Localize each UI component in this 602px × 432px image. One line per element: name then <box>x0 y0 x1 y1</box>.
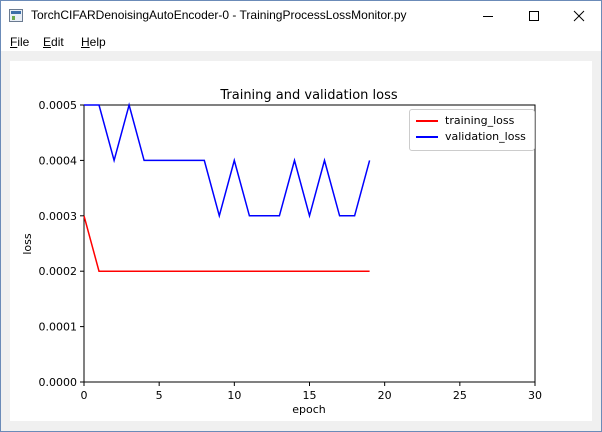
x-tick-label: 0 <box>81 389 88 402</box>
menu-bar: File Edit Help <box>1 31 601 52</box>
loss-chart: Training and validation loss 0 5 10 15 20 25 3… <box>21 88 542 416</box>
menu-edit[interactable]: Edit <box>43 35 64 49</box>
y-tick-label: 0.0005 <box>39 99 78 112</box>
y-tick-label: 0.0004 <box>39 154 78 167</box>
close-icon <box>573 10 585 22</box>
x-axis-label: epoch <box>292 403 326 416</box>
x-tick-label: 30 <box>528 389 542 402</box>
chart-legend: training_loss validation_loss <box>409 109 535 151</box>
y-tick-label: 0.0003 <box>39 210 78 223</box>
legend-item-validation-loss: validation_loss <box>410 129 534 145</box>
series-line-training-loss <box>83 215 370 272</box>
plot-canvas: Training and validation loss 0 5 10 15 20 25 3… <box>10 61 592 421</box>
y-ticks: 0.0000 0.0001 0.0002 0.0003 0.0004 0.0005 <box>39 99 84 389</box>
x-tick-label: 10 <box>227 389 241 402</box>
legend-swatch-training-loss <box>416 120 438 122</box>
close-button[interactable] <box>556 1 601 31</box>
minimize-button[interactable] <box>465 1 511 31</box>
x-tick-label: 25 <box>453 389 467 402</box>
menu-file[interactable]: File <box>10 35 29 49</box>
menu-file-accel: F <box>10 35 18 49</box>
menu-help-accel: H <box>81 35 90 49</box>
plot-frame <box>83 104 536 383</box>
menu-help-rest: elp <box>89 35 106 49</box>
legend-label-training-loss: training_loss <box>445 114 515 127</box>
x-ticks: 0 5 10 15 20 25 30 <box>81 382 542 402</box>
x-tick-label: 20 <box>378 389 392 402</box>
chart-title: Training and validation loss <box>219 88 397 103</box>
menu-file-rest: ile <box>17 35 30 49</box>
legend-label-validation-loss: validation_loss <box>445 130 526 143</box>
menu-edit-accel: E <box>43 35 52 49</box>
title-bar[interactable]: TorchCIFARDenoisingAutoEncoder-0 - Train… <box>1 1 601 31</box>
y-axis-label: loss <box>21 233 34 255</box>
series-layer <box>83 102 371 272</box>
y-tick-label: 0.0000 <box>39 376 78 389</box>
y-tick-label: 0.0002 <box>39 265 78 278</box>
y-tick-label: 0.0001 <box>39 321 78 334</box>
window-title: TorchCIFARDenoisingAutoEncoder-0 - Train… <box>31 8 407 22</box>
x-tick-label: 15 <box>303 389 317 402</box>
menu-edit-rest: dit <box>51 35 64 49</box>
app-icon <box>9 9 23 22</box>
legend-swatch-validation-loss <box>416 136 438 138</box>
x-tick-label: 5 <box>156 389 163 402</box>
series-line-validation-loss <box>84 102 371 219</box>
legend-item-training-loss: training_loss <box>410 113 534 129</box>
menu-help[interactable]: Help <box>81 35 106 49</box>
maximize-button[interactable] <box>511 1 557 31</box>
